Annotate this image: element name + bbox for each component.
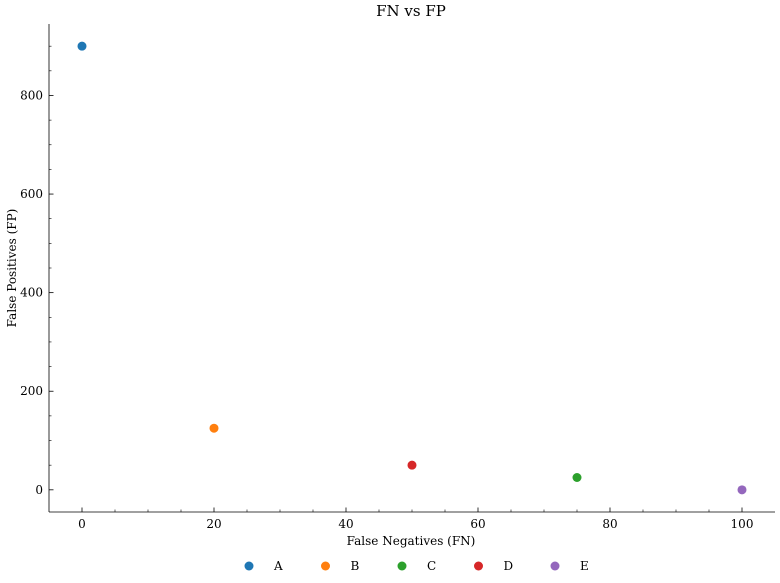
- x-tick-label: 40: [338, 517, 353, 531]
- data-point-b: [209, 423, 219, 433]
- legend-marker-b: [321, 561, 330, 571]
- y-tick-label: 800: [20, 88, 43, 102]
- x-tick-label: 20: [206, 517, 221, 531]
- legend-marker-d: [474, 561, 483, 571]
- plot-area: 0 20 40 60 80 100 0 200 400 600 800: [20, 24, 775, 531]
- data-point-d: [407, 460, 417, 470]
- data-point-a: [77, 41, 87, 51]
- data-point-c: [572, 472, 582, 482]
- y-tick-label: 400: [20, 286, 43, 300]
- legend-label-b: B: [351, 559, 360, 573]
- legend: A B C D E: [244, 559, 589, 573]
- y-tick-label: 200: [20, 384, 43, 398]
- legend-label-e: E: [580, 559, 589, 573]
- legend-label-c: C: [427, 559, 436, 573]
- legend-label-a: A: [273, 559, 283, 573]
- x-axis-label: False Negatives (FN): [347, 534, 476, 548]
- y-tick-label: 600: [20, 187, 43, 201]
- x-tick-label: 100: [731, 517, 754, 531]
- legend-label-d: D: [504, 559, 514, 573]
- y-tick-label: 0: [35, 483, 43, 497]
- x-tick-label: 0: [78, 517, 86, 531]
- y-axis-label: False Positives (FP): [5, 209, 19, 328]
- chart-title: FN vs FP: [376, 2, 446, 20]
- x-tick-label: 80: [602, 517, 617, 531]
- legend-marker-e: [550, 561, 560, 571]
- data-point-e: [737, 485, 747, 495]
- legend-marker-c: [397, 561, 407, 571]
- x-tick-label: 60: [470, 517, 485, 531]
- legend-marker-a: [244, 561, 254, 571]
